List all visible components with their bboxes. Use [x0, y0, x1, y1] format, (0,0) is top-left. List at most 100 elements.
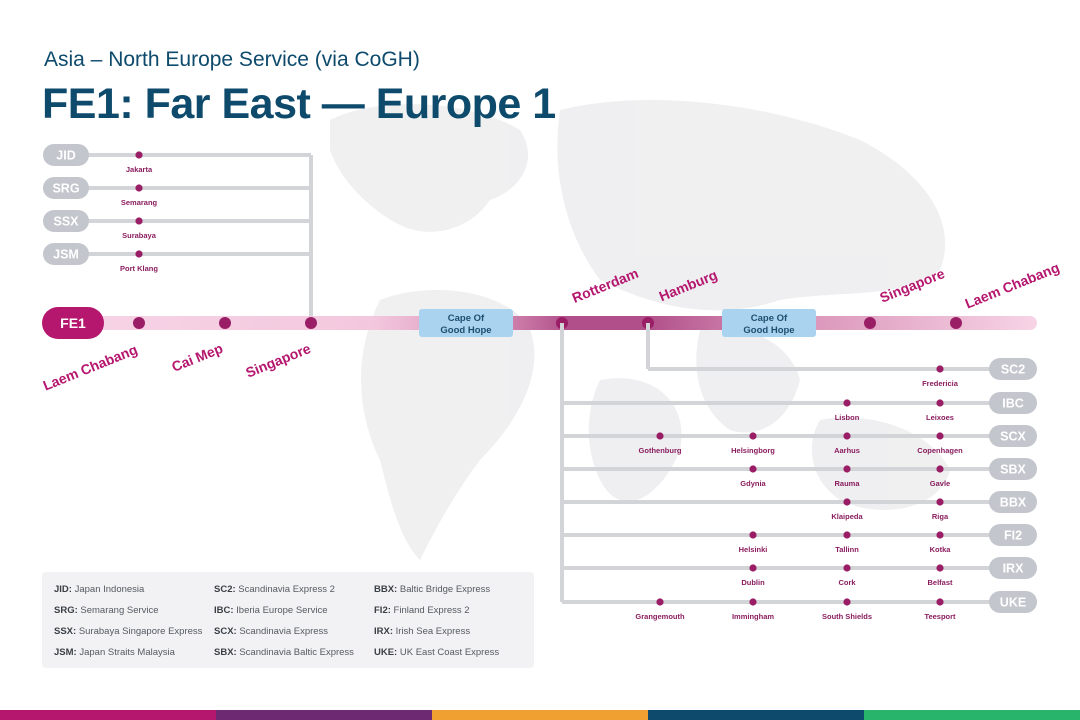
legend-item: UKE: UK East Coast Express [374, 647, 500, 658]
port-label: Gavle [930, 479, 950, 488]
port-label: Helsinki [739, 545, 768, 554]
fe1-badge [42, 307, 104, 339]
port-label: Gdynia [740, 479, 766, 488]
port-label: Port Klang [120, 264, 158, 273]
cape-of-good-hope-box [419, 309, 513, 337]
port-label: Fredericia [922, 379, 959, 388]
asia-feeders: JID Jakarta SRG Semarang SSX Surabaya JSM Port … [43, 144, 313, 323]
feeder-scx-code: SCX [1000, 430, 1026, 444]
feeder-ibc-badge [989, 392, 1037, 414]
stop-dot [864, 317, 876, 329]
port-label: Riga [932, 512, 949, 521]
bottom-bar-segment [216, 710, 432, 720]
feeder-fi2-badge [989, 524, 1037, 546]
port-label: Leixoes [926, 413, 954, 422]
stop-dot [305, 317, 317, 329]
port-label: Belfast [927, 578, 953, 587]
feeder-sbx-code: SBX [1000, 463, 1026, 477]
legend-item: JID: Japan Indonesia [54, 584, 145, 595]
legend-item: IRX: Irish Sea Express [374, 626, 471, 637]
stop-dot [219, 317, 231, 329]
bottom-color-bar [0, 710, 1080, 720]
port-dot [749, 465, 757, 473]
legend-item: SC2: Scandinavia Express 2 [214, 584, 335, 595]
port-label: Grangemouth [635, 612, 685, 621]
port-dot [936, 598, 944, 606]
cape-label: Good Hope [743, 325, 794, 336]
port-dot [135, 151, 143, 159]
bottom-bar-segment [648, 710, 864, 720]
feeder-jsm-code: JSM [53, 248, 79, 262]
port-dot [749, 564, 757, 572]
feeder-jid-badge [43, 144, 89, 166]
port-dot [843, 498, 851, 506]
feeder-srg-code: SRG [52, 182, 79, 196]
legend-item: JSM: Japan Straits Malaysia [54, 647, 175, 658]
feeder-sbx-badge [989, 458, 1037, 480]
feeder-bbx-badge [989, 491, 1037, 513]
port-label: Cork [838, 578, 856, 587]
feeder-scx-badge [989, 425, 1037, 447]
port-label: South Shields [822, 612, 872, 621]
feeder-sc2-code: SC2 [1001, 363, 1025, 377]
cape-of-good-hope-box [722, 309, 816, 337]
feeder-ssx-badge [43, 210, 89, 232]
stop-dot [133, 317, 145, 329]
cape-label: Cape Of [751, 313, 788, 324]
feeder-irx-code: IRX [1003, 562, 1025, 576]
port-dot [135, 250, 143, 258]
port-dot [843, 432, 851, 440]
feeder-jid-code: JID [56, 149, 75, 163]
feeder-jsm-badge [43, 243, 89, 265]
page-subtitle: Asia – North Europe Service (via CoGH) [44, 48, 420, 71]
feeder-sc2-badge [989, 358, 1037, 380]
port-dot [843, 564, 851, 572]
port-label: Tallinn [835, 545, 859, 554]
port-dot [936, 498, 944, 506]
feeder-fi2-code: FI2 [1004, 529, 1022, 543]
feeder-bbx-code: BBX [1000, 496, 1027, 510]
port-label: Gothenburg [639, 446, 682, 455]
bottom-bar-segment [0, 710, 216, 720]
port-label: Dublin [741, 578, 765, 587]
feeder-uke-code: UKE [1000, 596, 1026, 610]
legend-item: FI2: Finland Express 2 [374, 605, 470, 616]
port-dot [656, 432, 664, 440]
stop-label: Laem Chabang [963, 259, 1062, 311]
fe1-code: FE1 [60, 315, 86, 331]
port-label: Klaipeda [831, 512, 863, 521]
port-dot [936, 399, 944, 407]
legend: JID: Japan Indonesia SRG: Semarang Servi… [42, 572, 534, 668]
port-dot [135, 184, 143, 192]
feeder-uke-badge [989, 591, 1037, 613]
port-label: Kotka [930, 545, 952, 554]
cape-label: Cape Of [448, 313, 485, 324]
feeder-ssx-code: SSX [53, 215, 79, 229]
port-label: Aarhus [834, 446, 860, 455]
port-dot [936, 465, 944, 473]
world-map-background [330, 100, 950, 560]
bottom-bar-segment [864, 710, 1080, 720]
fe1-route-bar [60, 316, 1037, 330]
legend-item: SCX: Scandinavia Express [214, 626, 329, 637]
port-label: Semarang [121, 198, 158, 207]
feeder-srg-badge [43, 177, 89, 199]
cape-label: Good Hope [440, 325, 491, 336]
bottom-bar-segment [432, 710, 648, 720]
stop-label: Cai Mep [169, 340, 225, 375]
feeder-ibc-code: IBC [1002, 397, 1024, 411]
port-dot [843, 531, 851, 539]
stop-dot [950, 317, 962, 329]
legend-item: SBX: Scandinavia Baltic Express [214, 647, 354, 658]
port-dot [936, 432, 944, 440]
page-title: FE1: Far East — Europe 1 [42, 80, 556, 128]
stop-label: Singapore [243, 340, 313, 381]
europe-feeders: SC2 Fredericia IBC Lisbon Leixoes SCX Gothenbu… [560, 323, 1037, 621]
port-dot [749, 531, 757, 539]
port-dot [843, 598, 851, 606]
port-dot [749, 432, 757, 440]
port-label: Surabaya [122, 231, 157, 240]
legend-item: SSX: Surabaya Singapore Express [54, 626, 203, 637]
